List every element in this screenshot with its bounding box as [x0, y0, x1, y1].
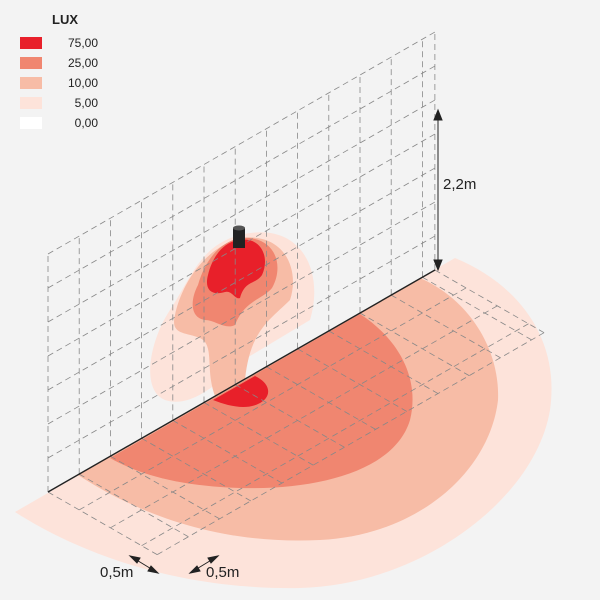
- grid-line: [47, 99, 436, 323]
- legend-item: 5,00: [20, 93, 98, 113]
- grid-line: [110, 455, 220, 520]
- grid-line: [297, 348, 407, 412]
- grid-line: [235, 384, 345, 448]
- legend-label: 75,00: [67, 36, 98, 50]
- legend-label: 5,00: [74, 96, 98, 110]
- grid-line: [47, 235, 436, 459]
- grid-line: [47, 167, 436, 391]
- grid-line: [47, 65, 436, 289]
- grid-line: [328, 330, 439, 394]
- legend-item: 25,00: [20, 53, 98, 73]
- grid-line: [141, 437, 251, 502]
- floor-zone-75lux: [213, 376, 269, 407]
- height-dimension: [433, 108, 443, 272]
- legend-item: 0,00: [20, 113, 98, 133]
- legend-title: LUX: [52, 12, 78, 27]
- wall-floor-edge: [47, 269, 436, 493]
- legend-swatch: [20, 77, 42, 89]
- grid-line: [203, 402, 314, 466]
- legend-item: 10,00: [20, 73, 98, 93]
- wall-zone-75lux: [206, 239, 265, 299]
- height-label: 2,2m: [443, 176, 477, 193]
- legend-label: 25,00: [67, 56, 98, 70]
- grid-line: [359, 312, 470, 376]
- luminaire-icon: [233, 225, 245, 248]
- grid-line: [79, 287, 467, 511]
- grid-line: [79, 473, 189, 538]
- grid-line: [47, 201, 436, 425]
- grid-line: [141, 323, 529, 547]
- grid-line: [47, 31, 436, 255]
- legend: LUX 75,00 25,00 10,00 5,00 0,00: [20, 12, 98, 133]
- legend-swatch: [20, 117, 42, 129]
- legend-swatch: [20, 57, 42, 69]
- grid-line: [110, 305, 498, 529]
- legend-label: 10,00: [67, 76, 98, 90]
- grid-x-label: 0,5m: [100, 564, 134, 581]
- grid-line: [157, 332, 545, 555]
- grid-line: [391, 294, 501, 359]
- grid-line: [422, 276, 532, 341]
- grid-line: [47, 491, 158, 555]
- legend-swatch: [20, 37, 42, 49]
- grid-dimension-x: [128, 555, 160, 574]
- legend-label: 0,00: [74, 116, 98, 130]
- grid-line: [434, 269, 545, 334]
- grid-line: [266, 366, 376, 430]
- grid-y-label: 0,5m: [206, 564, 240, 581]
- grid-line: [172, 420, 283, 484]
- legend-item: 75,00: [20, 33, 98, 53]
- grid-dimension-y: [188, 555, 220, 574]
- legend-swatch: [20, 97, 42, 109]
- grid: [47, 31, 545, 555]
